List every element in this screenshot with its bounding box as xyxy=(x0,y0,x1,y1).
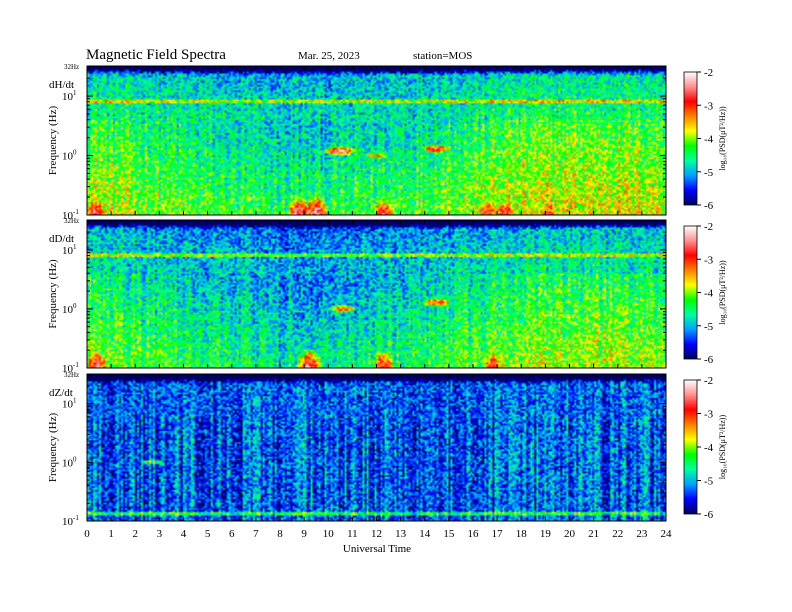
colorbar-label: log₁₀(PSD(μT²/Hz)) xyxy=(718,106,727,171)
colorbar-tick-label: -3 xyxy=(704,409,714,421)
y-axis-label: Frequency (Hz) xyxy=(47,106,59,176)
y-top-label: 32Hz xyxy=(64,371,79,379)
colorbar xyxy=(683,71,698,206)
x-tick-label: 11 xyxy=(347,528,358,540)
y-tick-base: 10 xyxy=(62,363,74,375)
x-tick-label: 0 xyxy=(84,528,90,540)
y-tick-base: 10 xyxy=(62,516,74,528)
colorbar-tick-label: -2 xyxy=(704,67,713,79)
x-tick-label: 24 xyxy=(661,528,673,540)
spectrogram-image xyxy=(87,374,666,521)
x-tick-label: 14 xyxy=(419,528,431,540)
colorbar-tick-label: -3 xyxy=(704,100,714,112)
x-tick-label: 8 xyxy=(277,528,283,540)
y-axis-label: Frequency (Hz) xyxy=(47,413,59,483)
x-tick-label: 15 xyxy=(443,528,455,540)
y-tick-label: 100 xyxy=(62,149,77,163)
colorbar-tick-label: -3 xyxy=(704,254,714,266)
x-tick-label: 21 xyxy=(588,528,599,540)
y-tick-exp: 0 xyxy=(73,455,77,463)
y-tick-exp: 1 xyxy=(73,397,77,405)
colorbar-tick-label: -4 xyxy=(704,288,714,300)
x-tick-label: 19 xyxy=(540,528,552,540)
y-top-label: 32Hz xyxy=(64,63,79,71)
y-tick-exp: 0 xyxy=(73,149,77,157)
colorbar-label: log₁₀(PSD(μT²/Hz)) xyxy=(718,415,727,480)
colorbar xyxy=(683,225,698,360)
x-tick-label: 22 xyxy=(612,528,623,540)
spectrogram-image xyxy=(87,220,666,368)
x-tick-label: 5 xyxy=(205,528,211,540)
colorbar-tick-label: -4 xyxy=(704,134,714,146)
x-tick-label: 9 xyxy=(301,528,307,540)
x-axis-label: Universal Time xyxy=(343,543,411,555)
y-tick-base: 10 xyxy=(62,457,74,469)
x-tick-label: 1 xyxy=(108,528,114,540)
y-axis-label: Frequency (Hz) xyxy=(47,259,59,329)
y-tick-label: 101 xyxy=(62,243,77,257)
y-tick-base: 10 xyxy=(62,245,74,257)
y-tick-exp: -1 xyxy=(73,361,79,369)
y-tick-exp: -1 xyxy=(73,208,79,216)
y-tick-base: 10 xyxy=(62,151,74,163)
x-tick-label: 20 xyxy=(564,528,576,540)
x-tick-label: 7 xyxy=(253,528,259,540)
x-tick-label: 4 xyxy=(181,528,187,540)
x-tick-label: 18 xyxy=(516,528,528,540)
component-label: dZ/dt xyxy=(49,387,73,399)
y-tick-exp: -1 xyxy=(73,514,79,522)
y-tick-base: 10 xyxy=(62,210,74,222)
colorbar-tick-label: -5 xyxy=(704,167,714,179)
component-label: dH/dt xyxy=(49,79,74,91)
date-label: Mar. 25, 2023 xyxy=(298,50,360,62)
y-tick-base: 10 xyxy=(62,399,74,411)
colorbar-tick-label: -4 xyxy=(704,442,714,454)
x-tick-label: 17 xyxy=(492,528,504,540)
x-tick-label: 2 xyxy=(133,528,139,540)
x-tick-label: 16 xyxy=(468,528,480,540)
y-tick-exp: 1 xyxy=(73,89,77,97)
y-tick-base: 10 xyxy=(62,304,74,316)
y-tick-label: 10-1 xyxy=(62,208,79,222)
x-tick-label: 10 xyxy=(323,528,335,540)
y-tick-label: 10-1 xyxy=(62,514,79,528)
colorbar-tick-label: -2 xyxy=(704,221,713,233)
x-axis: 0 1 2 3 4 5 6 7 8 9 10 11 12 13 14 15 16 17 18 19 20 21 22 23 24 xyxy=(84,528,672,540)
colorbar-tick-label: -5 xyxy=(704,321,714,333)
station-label: station=MOS xyxy=(413,50,472,62)
colorbar-tick-label: -5 xyxy=(704,476,714,488)
y-tick-label: 100 xyxy=(62,302,77,316)
x-tick-label: 23 xyxy=(636,528,648,540)
colorbar-label: log₁₀(PSD(μT²/Hz)) xyxy=(718,260,727,325)
y-tick-label: 101 xyxy=(62,397,77,411)
x-tick-label: 3 xyxy=(157,528,163,540)
y-tick-label: 10-1 xyxy=(62,361,79,375)
colorbar-tick-label: -2 xyxy=(704,375,713,387)
x-tick-label: 12 xyxy=(371,528,382,540)
y-top-label: 32Hz xyxy=(64,217,79,225)
colorbar xyxy=(683,379,698,515)
y-tick-label: 100 xyxy=(62,455,77,469)
y-tick-exp: 1 xyxy=(73,243,77,251)
colorbar-tick-label: -6 xyxy=(704,509,714,521)
y-tick-label: 101 xyxy=(62,89,77,103)
x-tick-label: 6 xyxy=(229,528,235,540)
colorbar-tick-label: -6 xyxy=(704,354,714,366)
component-label: dD/dt xyxy=(49,233,74,245)
colorbar-tick-label: -6 xyxy=(704,200,714,212)
chart-title: Magnetic Field Spectra xyxy=(86,47,226,63)
y-tick-base: 10 xyxy=(62,91,74,103)
x-tick-label: 13 xyxy=(395,528,407,540)
spectrogram-image xyxy=(87,66,666,215)
y-tick-exp: 0 xyxy=(73,302,77,310)
